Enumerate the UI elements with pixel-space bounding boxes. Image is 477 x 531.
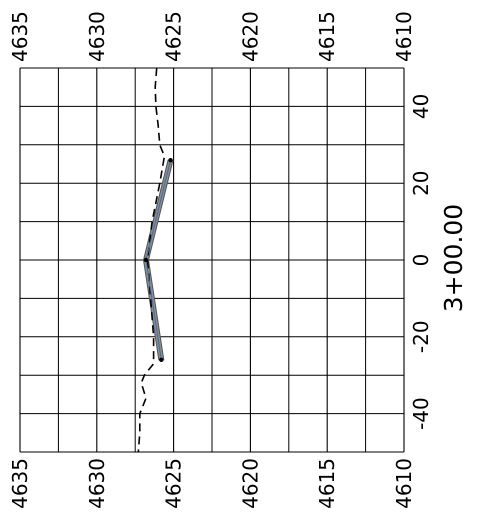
elevation-ticks-top: 4635 4630 4625 4620 4615 4610 xyxy=(8,11,416,62)
offset-tick-label: 20 xyxy=(409,170,433,195)
elevation-tick-label: 4635 xyxy=(8,11,32,62)
elevation-tick-label: 4615 xyxy=(315,11,339,62)
elevation-tick-label: 4610 xyxy=(392,11,416,62)
template-shape xyxy=(142,159,174,361)
design-vertex xyxy=(168,157,173,163)
station-label: 3+00.00 xyxy=(439,204,468,312)
elevation-tick-label: 4625 xyxy=(162,458,186,509)
grid xyxy=(19,67,405,453)
design-template-line xyxy=(143,157,173,363)
offset-tick-label: -40 xyxy=(409,397,433,430)
offset-tick-label: -20 xyxy=(409,320,433,353)
offset-tick-label: 0 xyxy=(409,254,433,267)
elevation-tick-label: 4635 xyxy=(8,458,32,509)
offset-ticks: 40 20 0 -20 -40 xyxy=(409,94,433,430)
elevation-tick-label: 4630 xyxy=(85,458,109,509)
elevation-tick-label: 4610 xyxy=(392,458,416,509)
design-vertex xyxy=(159,357,164,363)
elevation-tick-label: 4625 xyxy=(162,11,186,62)
offset-tick-label: 40 xyxy=(409,94,433,119)
template-fill xyxy=(142,159,174,361)
design-vertex xyxy=(143,257,149,263)
elevation-tick-label: 4620 xyxy=(238,458,262,509)
elevation-tick-label: 4615 xyxy=(315,458,339,509)
elevation-ticks-bottom: 4635 4630 4625 4620 4615 4610 xyxy=(8,458,416,509)
elevation-tick-label: 4630 xyxy=(85,11,109,62)
elevation-tick-label: 4620 xyxy=(238,11,262,62)
